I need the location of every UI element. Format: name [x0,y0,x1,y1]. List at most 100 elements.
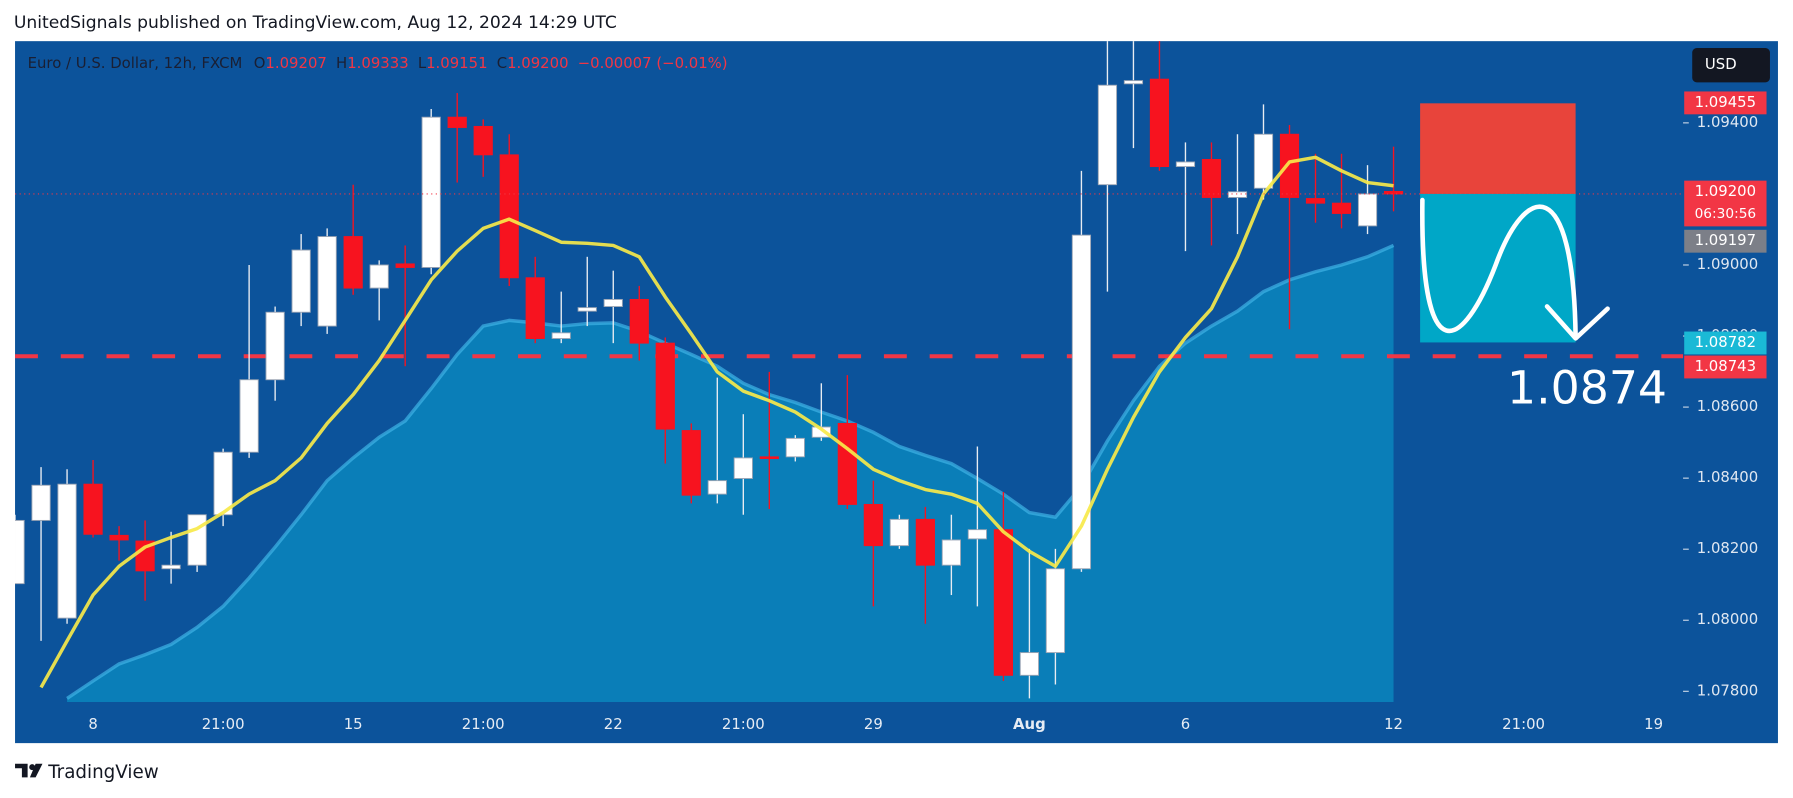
reward-zone [1420,193,1576,343]
axes: 1.0874 1.07800 1.08000 1.08200 1.08400 1.0860… [88,91,1767,733]
x-tick-label: 21:00 [462,715,505,733]
candle-body [83,483,103,535]
candle-body [993,529,1013,676]
x-tick-label: 21:00 [1502,715,1545,733]
annotation: 1.0874 [1507,361,1667,414]
price-label: 1.09197 [1695,231,1756,249]
candle-body [941,539,961,566]
ohlc-value: 1.09151 [426,54,487,72]
price-label-bg [1684,331,1767,355]
footer-brand: TradingView [47,762,159,783]
candle-body [265,311,285,381]
candle-body [889,518,909,547]
x-tick-label: 12 [1384,715,1403,733]
change: −0.00007 (−0.01%) [578,54,728,72]
y-tick-label: 1.08200 [1697,539,1758,557]
y-tick-label: 1.08600 [1697,397,1758,415]
candle-body [421,116,441,268]
ma-line [39,155,1394,689]
candle-body [837,422,857,505]
x-tick-label: 6 [1181,715,1190,733]
candle-body [31,484,51,521]
candle-body [369,264,389,289]
candle-body [109,534,129,541]
candle-body [1045,568,1066,654]
y-tick-label: 1.08000 [1697,610,1758,628]
ohlc-key: C [497,54,507,72]
price-label: 1.09455 [1695,93,1756,111]
symbol: Euro / U.S. Dollar, 12h, FXCM [28,54,243,72]
x-tick-label: 19 [1644,715,1663,733]
price-label: 1.08743 [1695,357,1756,375]
candle-body [1201,159,1222,198]
candle-body [161,564,181,570]
ohlc-key: O [254,54,266,72]
y-tick-label: 1.09400 [1697,113,1758,131]
candle-body [239,379,259,453]
candle-body [967,529,987,540]
candle-body [733,457,753,479]
candle-body [213,451,233,516]
candle-body [1097,84,1118,186]
candle-body [915,518,935,566]
drawn-arrowhead [1544,304,1610,341]
x-tick-label: Aug [1013,715,1046,733]
candle-body [551,332,571,339]
x-tick-label: 8 [88,715,97,733]
candle-body [57,483,77,619]
price-label: 1.08782 [1695,333,1756,351]
candle-body [291,249,311,313]
candle-body [785,437,805,458]
candle-body [1305,198,1326,204]
candle-body [1175,161,1196,168]
candle-body [1123,80,1144,85]
candle-body [681,430,701,496]
currency-button[interactable] [1692,48,1770,83]
price-label: 1.09200 [1695,182,1756,200]
candle-body [395,263,415,268]
candle-body [1331,202,1352,214]
candle-body [447,116,467,128]
price-label-bg [1684,355,1767,379]
candle-body [1071,234,1092,570]
y-tick-label: 1.09000 [1697,255,1758,273]
ohlc-value: 1.09333 [347,54,408,72]
candle-body [1019,652,1040,676]
currency-label[interactable]: USD [1705,55,1737,73]
page-title: UnitedSignals published on TradingView.c… [14,13,617,33]
candle-body [499,154,519,279]
ohlc-key: L [418,54,427,72]
x-tick-label: 29 [864,715,883,733]
legend-header: Euro / U.S. Dollar, 12h, FXCM O1.09207 H1.… [28,54,728,72]
price-label-bg [1684,180,1767,227]
candle-body [187,514,207,566]
x-tick-label: 21:00 [722,715,765,733]
candle-body [473,125,493,156]
drawn-curve [1420,197,1578,339]
y-tick-label: 1.08400 [1697,468,1758,486]
footer-logo [15,763,43,778]
candle-body [655,342,675,430]
ohlc-value: 1.09200 [507,54,568,72]
candle-body [603,298,623,308]
candle-body [15,519,25,585]
candle-body [577,307,597,312]
risk-zone [1420,103,1576,194]
candle-body [863,503,883,547]
candle-body [1279,133,1300,198]
candle-body [1149,78,1170,168]
candle-body [629,298,649,344]
x-tick-label: 22 [604,715,623,733]
candle-body [317,236,337,327]
candle-body [1357,193,1378,227]
x-tick-label: 21:00 [202,715,245,733]
price-label-bg [1684,91,1767,115]
candle-body [759,456,779,459]
ohlc-key: H [336,54,347,72]
candle-body [525,277,545,339]
candle-body [1227,191,1248,198]
countdown: 06:30:56 [1695,206,1757,222]
price-label-bg [1684,229,1767,253]
candle-body [1253,133,1274,189]
